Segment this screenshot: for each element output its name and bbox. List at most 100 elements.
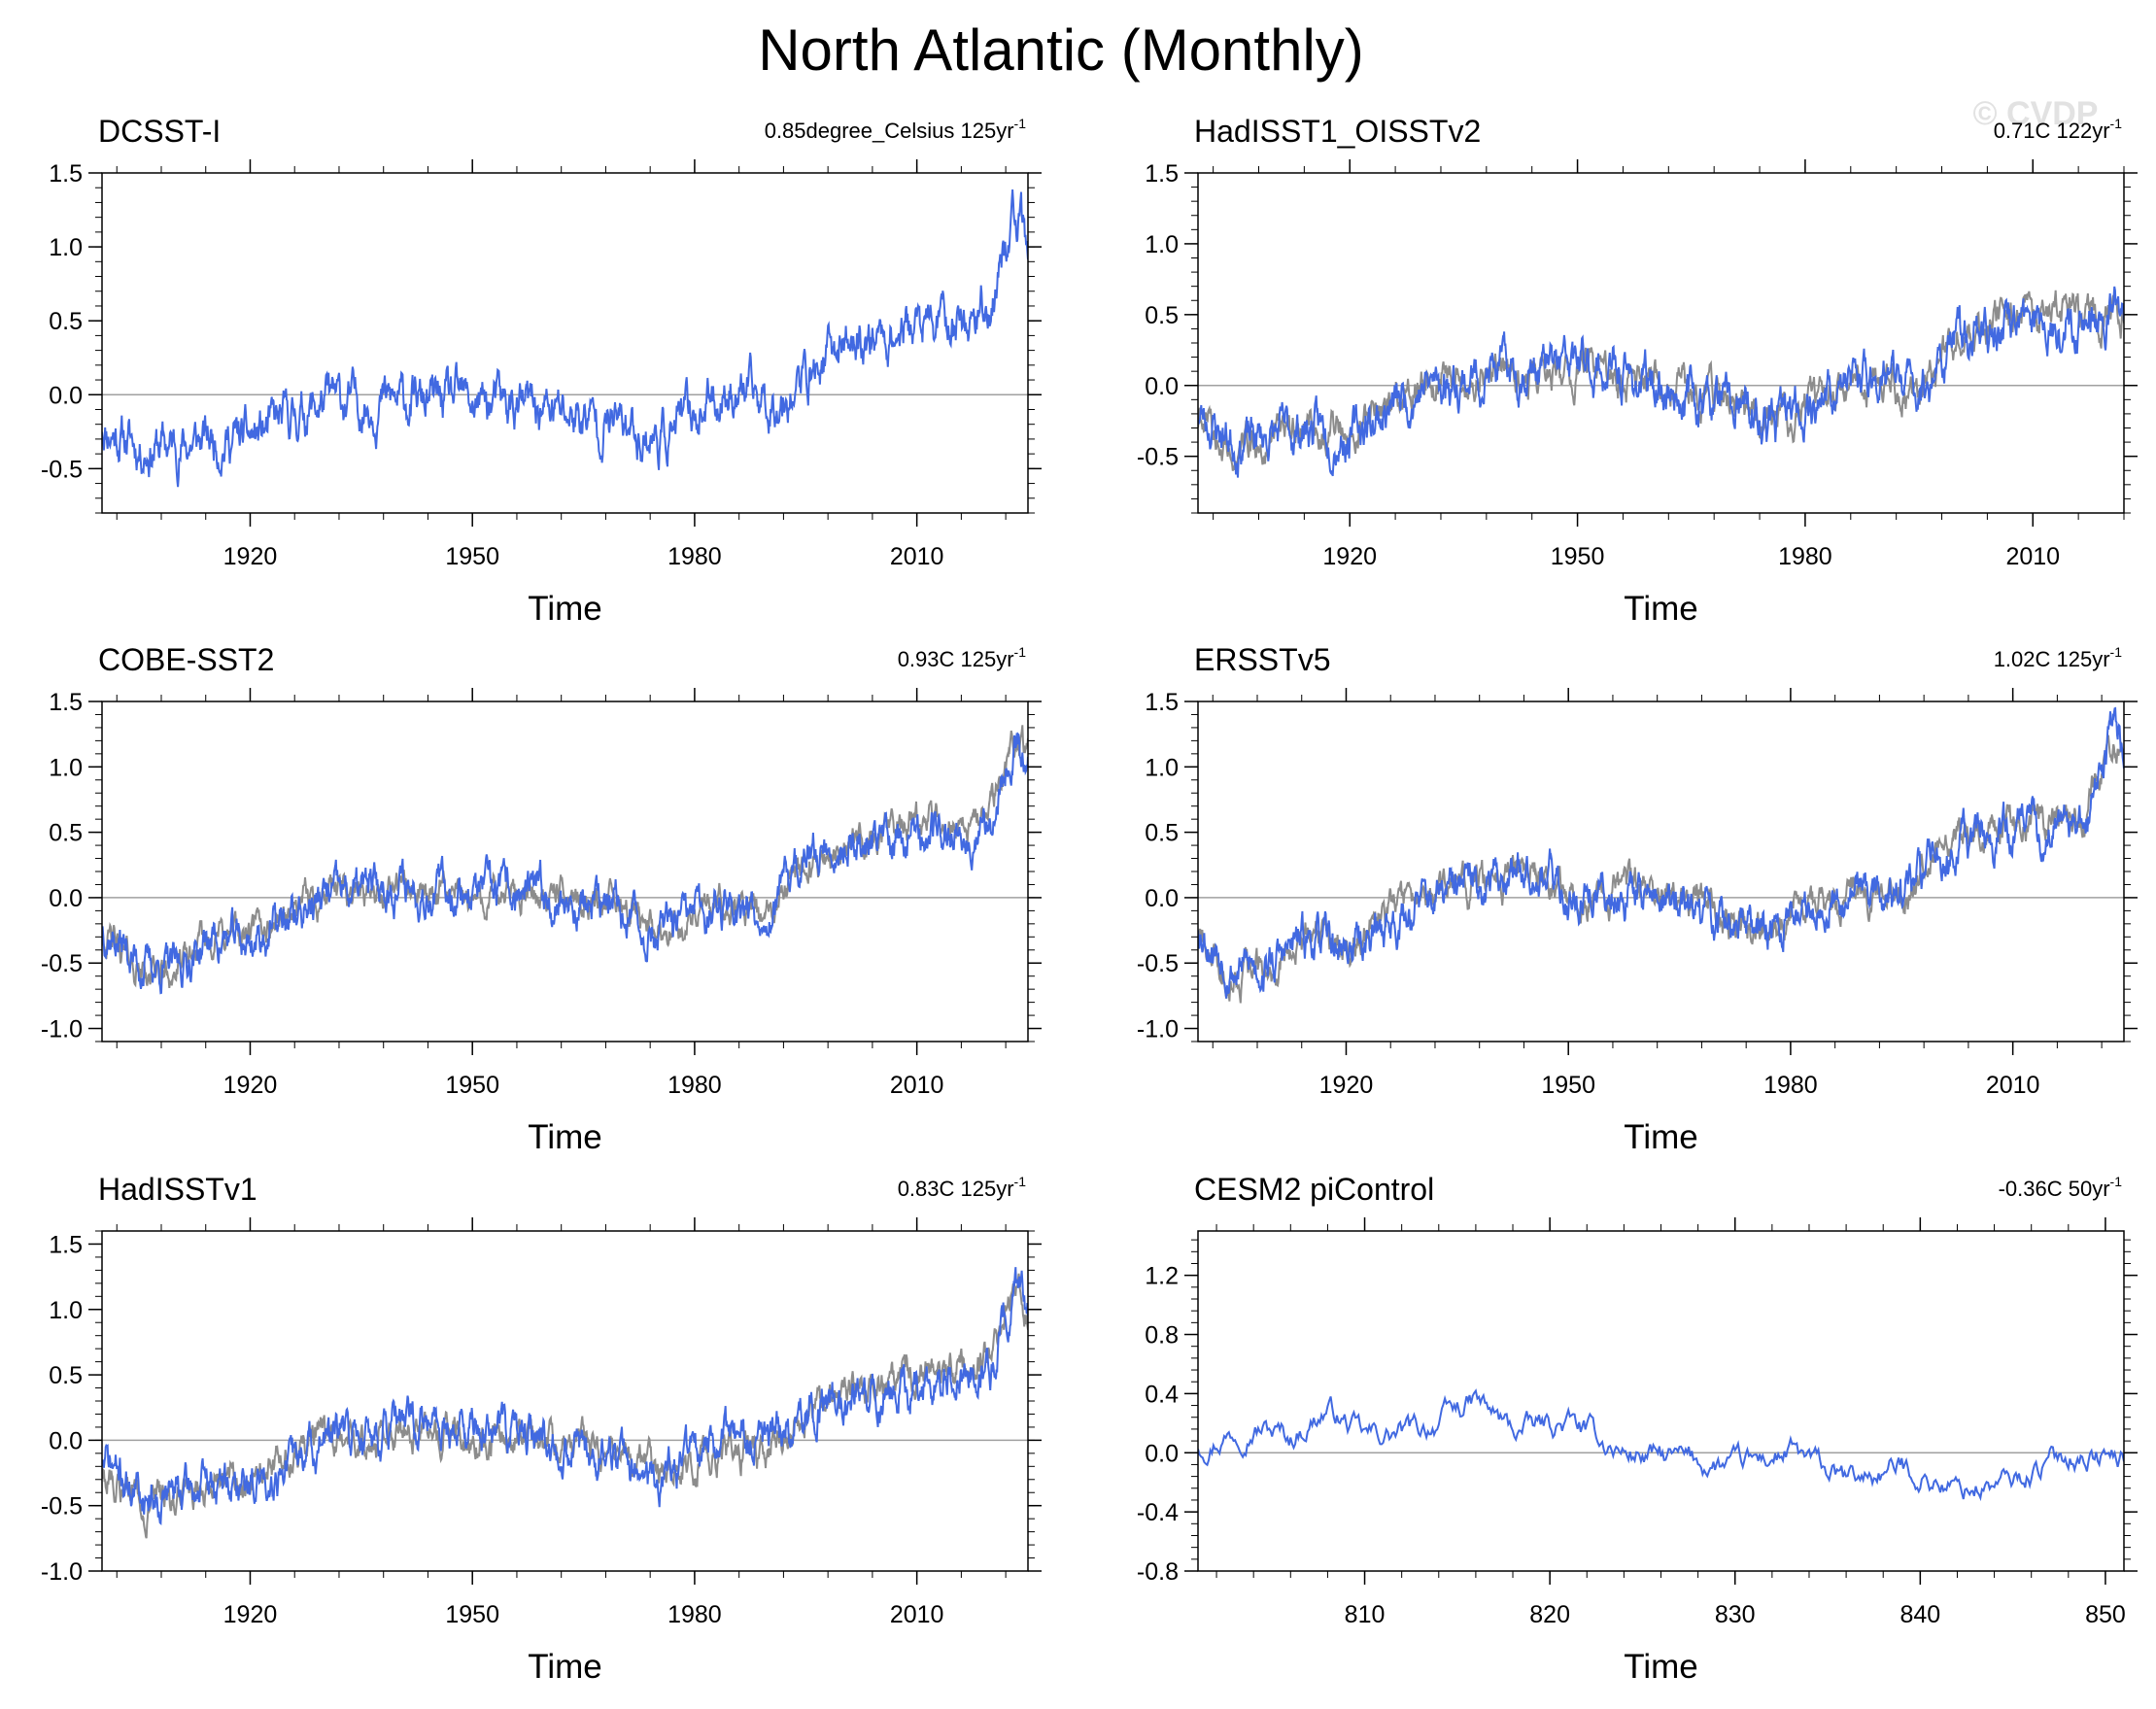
- panel-title: HadISST1_OISSTv2: [1194, 114, 1481, 149]
- y-tick-label: 1.5: [49, 689, 83, 716]
- x-tick-label: 1980: [667, 543, 722, 570]
- panel-ersstv5: -1.0 -0.5 0.0 0.5 1.0 1.5 1920 1950 1980 2010 Time…: [1137, 642, 2138, 1156]
- trend-label: 1.02C 125yr-1: [1994, 644, 2123, 671]
- x-axis-label: Time: [528, 1118, 601, 1156]
- y-tick-label: 0.5: [1145, 302, 1179, 329]
- y-tick-label: 1.5: [1145, 160, 1179, 188]
- trend-label: 0.93C 125yr-1: [898, 644, 1027, 671]
- y-tick-label: -1.0: [41, 1558, 83, 1586]
- x-tick-label: 820: [1529, 1601, 1570, 1628]
- model-series-line: [102, 1267, 1028, 1525]
- y-tick-label: 1.0: [49, 1297, 83, 1324]
- x-tick-label: 2010: [890, 1601, 944, 1628]
- x-tick-label: 2010: [2005, 543, 2060, 570]
- model-series-line: [102, 732, 1028, 995]
- y-tick-label: -0.5: [41, 1493, 83, 1521]
- model-series-line: [1198, 706, 2124, 999]
- panel-title: DCSST-I: [98, 114, 221, 149]
- y-tick-label: 1.5: [1145, 689, 1179, 716]
- model-series-line: [1198, 1388, 2124, 1502]
- y-tick-label: -1.0: [1137, 1016, 1179, 1043]
- x-tick-label: 1980: [1763, 1072, 1818, 1099]
- x-tick-label: 2010: [890, 1072, 944, 1099]
- x-tick-label: 830: [1715, 1601, 1756, 1628]
- y-tick-label: 0.0: [1145, 1440, 1179, 1467]
- trend-label: 0.71C 122yr-1: [1994, 116, 2123, 143]
- y-tick-label: -0.4: [1137, 1499, 1179, 1526]
- trend-label: -0.36C 50yr-1: [1999, 1174, 2123, 1201]
- x-tick-label: 1980: [1778, 543, 1832, 570]
- panel-title: COBE-SST2: [98, 642, 274, 677]
- panel-dcsst-i: -0.5 0.0 0.5 1.0 1.5 1920 1950 1980 2010 Time DCSS…: [41, 114, 1042, 628]
- y-tick-label: -0.8: [1137, 1558, 1179, 1586]
- y-tick-label: 0.0: [49, 885, 83, 912]
- y-tick-label: 0.5: [49, 308, 83, 335]
- x-tick-label: 1920: [223, 1072, 278, 1099]
- y-tick-label: 0.8: [1145, 1322, 1179, 1350]
- panels: -0.5 0.0 0.5 1.0 1.5 1920 1950 1980 2010 Time DCSS…: [41, 114, 2138, 1686]
- panel-cobe-sst2: -1.0 -0.5 0.0 0.5 1.0 1.5 1920 1950 1980 2010 Time…: [41, 642, 1042, 1156]
- x-tick-label: 2010: [890, 543, 944, 570]
- y-tick-label: 0.4: [1145, 1381, 1179, 1408]
- x-axis-label: Time: [1624, 1118, 1697, 1156]
- model-series-line: [102, 189, 1028, 488]
- panel-hadisstv1: -1.0 -0.5 0.0 0.5 1.0 1.5 1920 1950 1980 2010 Time…: [41, 1172, 1042, 1686]
- x-tick-label: 1950: [445, 1072, 499, 1099]
- plot-frame: [101, 701, 1029, 1042]
- y-tick-label: -1.0: [41, 1016, 83, 1043]
- y-tick-label: 1.5: [49, 160, 83, 188]
- x-axis-label: Time: [1624, 1648, 1697, 1686]
- trend-label: 0.85degree_Celsius 125yr-1: [765, 116, 1027, 143]
- y-tick-label: 0.0: [49, 382, 83, 409]
- panel-title: HadISSTv1: [98, 1172, 257, 1207]
- x-tick-label: 1980: [667, 1072, 722, 1099]
- panel-hadisst1-oisstv2: -0.5 0.0 0.5 1.0 1.5 1920 1950 1980 2010 Time HadI…: [1137, 114, 2138, 628]
- x-tick-label: 850: [2085, 1601, 2126, 1628]
- y-tick-label: 1.2: [1145, 1263, 1179, 1290]
- y-tick-label: 1.5: [49, 1231, 83, 1258]
- y-tick-label: 1.0: [49, 234, 83, 261]
- plot-frame: [1197, 1230, 2125, 1572]
- panel-cesm2-picontrol: -0.8 -0.4 0.0 0.4 0.8 1.2 810 820 830 840 850 Time C…: [1137, 1172, 2138, 1686]
- obs-series-line: [1198, 735, 2124, 1004]
- x-tick-label: 1920: [223, 1601, 278, 1628]
- x-tick-label: 1950: [445, 1601, 499, 1628]
- x-tick-label: 1950: [445, 543, 499, 570]
- x-tick-label: 1950: [1541, 1072, 1595, 1099]
- model-series-line: [1198, 286, 2124, 478]
- y-tick-label: 1.0: [1145, 231, 1179, 258]
- x-axis-label: Time: [528, 1648, 601, 1686]
- y-tick-label: 0.5: [49, 1362, 83, 1389]
- y-tick-label: 0.5: [1145, 820, 1179, 847]
- x-tick-label: 810: [1345, 1601, 1386, 1628]
- y-tick-label: -0.5: [41, 950, 83, 977]
- figure-title: North Atlantic (Monthly): [758, 17, 1364, 83]
- y-tick-label: -0.5: [1137, 950, 1179, 977]
- obs-series-line: [102, 1273, 1028, 1539]
- x-axis-label: Time: [528, 590, 601, 628]
- x-tick-label: 840: [1899, 1601, 1940, 1628]
- y-tick-label: 0.0: [1145, 885, 1179, 912]
- x-tick-label: 1980: [667, 1601, 722, 1628]
- watermark: © CVDP: [1973, 95, 2099, 132]
- y-tick-label: -0.5: [41, 456, 83, 483]
- plot-frame: [101, 172, 1029, 514]
- x-tick-label: 1920: [223, 543, 278, 570]
- y-tick-label: 0.5: [49, 820, 83, 847]
- y-tick-label: 0.0: [1145, 373, 1179, 400]
- trend-label: 0.83C 125yr-1: [898, 1174, 1027, 1201]
- x-tick-label: 1950: [1551, 543, 1605, 570]
- y-tick-label: -0.5: [1137, 444, 1179, 471]
- plot-frame: [1197, 701, 2125, 1042]
- panel-title: CESM2 piControl: [1194, 1172, 1434, 1207]
- y-tick-label: 1.0: [49, 754, 83, 781]
- panel-title: ERSSTv5: [1194, 642, 1330, 677]
- plot-frame: [101, 1230, 1029, 1572]
- y-tick-label: 1.0: [1145, 754, 1179, 781]
- y-tick-label: 0.0: [49, 1427, 83, 1454]
- x-axis-label: Time: [1624, 590, 1697, 628]
- x-tick-label: 2010: [1986, 1072, 2040, 1099]
- x-tick-label: 1920: [1319, 1072, 1374, 1099]
- x-tick-label: 1920: [1322, 543, 1377, 570]
